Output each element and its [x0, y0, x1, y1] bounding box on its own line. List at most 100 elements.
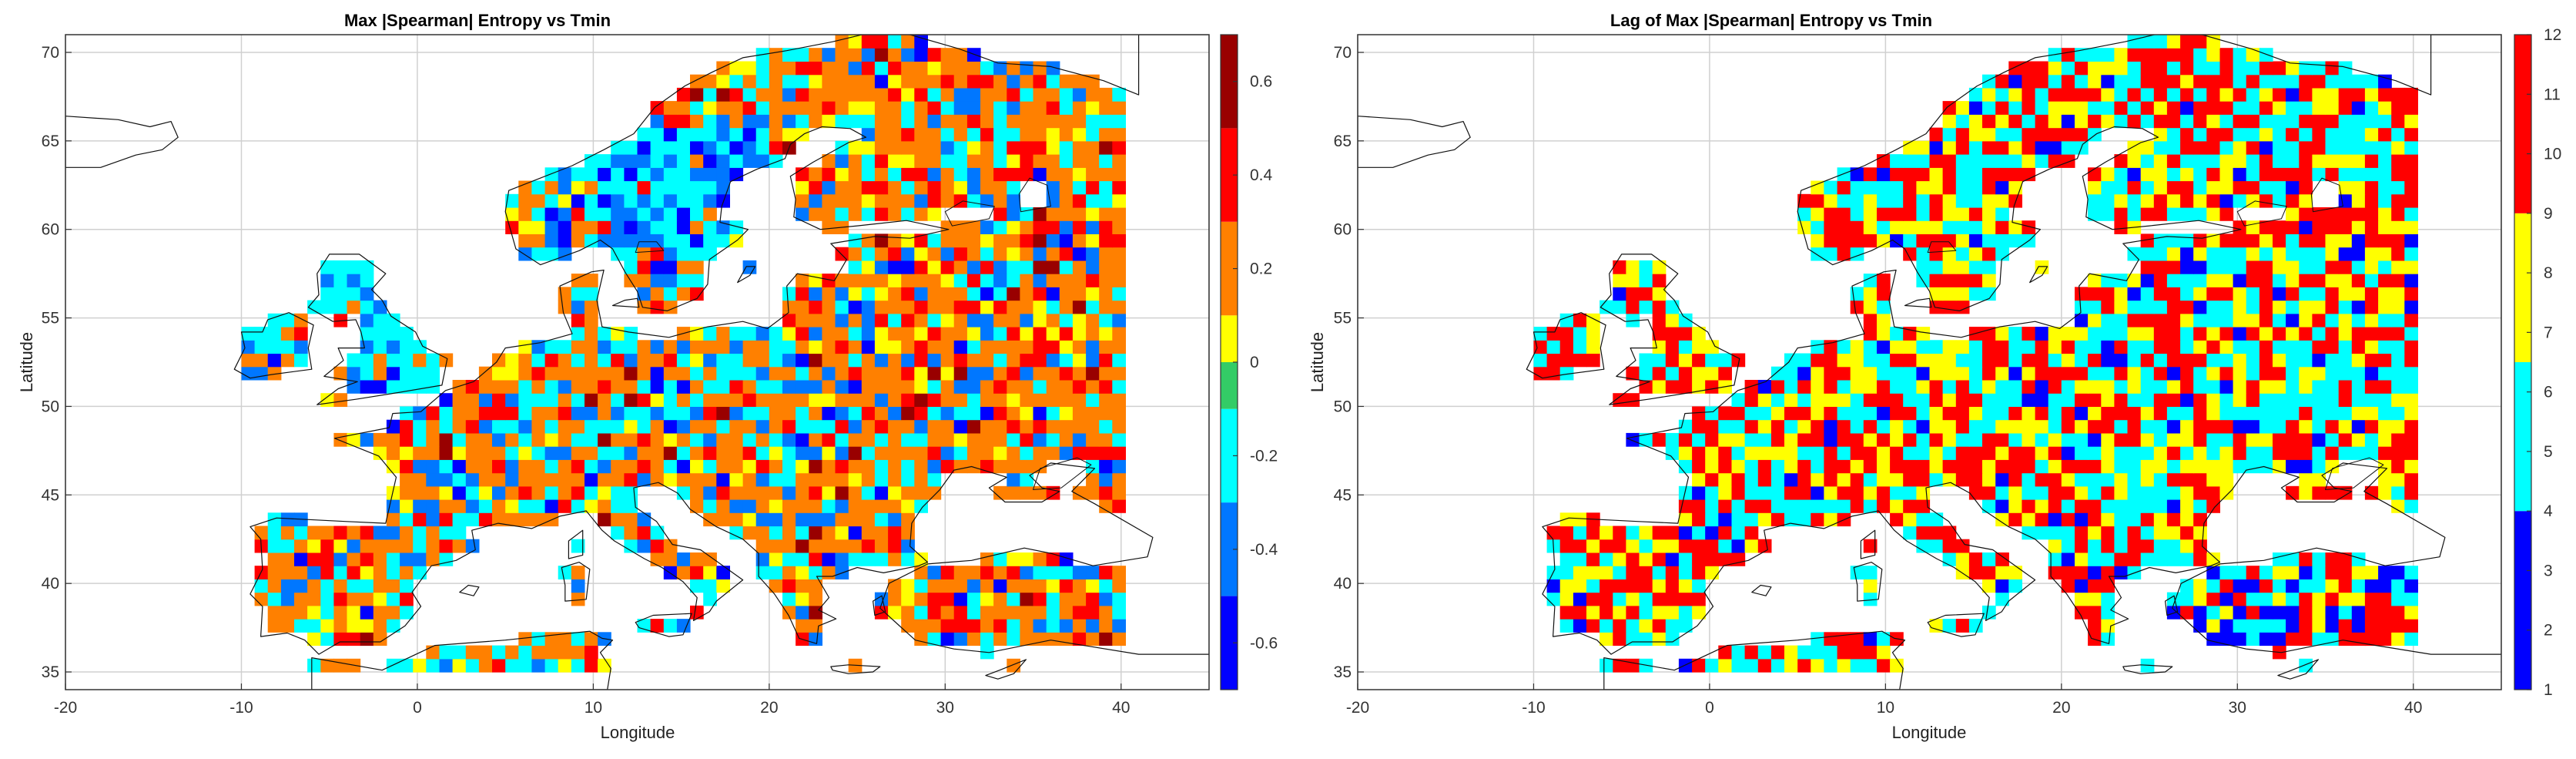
- heatmap-cell: [2206, 340, 2220, 354]
- heatmap-cell: [2193, 380, 2207, 394]
- heatmap-cell: [571, 632, 585, 646]
- heatmap-cell: [1797, 512, 1811, 527]
- heatmap-cell: [690, 393, 704, 407]
- heatmap-cell: [2273, 287, 2286, 301]
- heatmap-cell: [2312, 313, 2326, 327]
- heatmap-cell: [2391, 419, 2405, 434]
- heatmap-cell: [1837, 472, 1851, 487]
- heatmap-cell: [2088, 472, 2102, 487]
- heatmap-cell: [822, 101, 836, 115]
- heatmap-cell: [742, 432, 757, 447]
- heatmap-cell: [2140, 74, 2155, 89]
- heatmap-cell: [2299, 658, 2313, 673]
- heatmap-cell: [1784, 380, 1798, 394]
- heatmap-cell: [2193, 393, 2207, 407]
- heatmap-cell: [1903, 406, 1917, 421]
- heatmap-cell: [1086, 605, 1100, 620]
- heatmap-cell: [874, 380, 889, 394]
- heatmap-cell: [1863, 220, 1878, 234]
- heatmap-cell: [2140, 313, 2155, 327]
- heatmap-cell: [2127, 406, 2142, 421]
- heatmap-cell: [2166, 87, 2181, 102]
- heatmap-cell: [2075, 101, 2089, 115]
- heatmap-cell: [927, 393, 942, 407]
- heatmap-cell: [2180, 274, 2194, 287]
- heatmap-cell: [1665, 340, 1680, 354]
- heatmap-cell: [637, 419, 652, 434]
- heatmap-cell: [320, 566, 334, 579]
- heatmap-cell: [1718, 459, 1732, 474]
- heatmap-cell: [690, 446, 704, 460]
- heatmap-cell: [2035, 353, 2049, 368]
- heatmap-cell: [1837, 167, 1851, 182]
- heatmap-cell: [835, 87, 849, 102]
- heatmap-cell: [1586, 552, 1600, 566]
- heatmap-cell: [1692, 566, 1706, 579]
- heatmap-cell: [650, 446, 665, 460]
- heatmap-cell: [822, 419, 836, 434]
- heatmap-cell: [1086, 579, 1100, 593]
- heatmap-cell: [1692, 327, 1706, 341]
- heatmap-cell: [1678, 446, 1693, 460]
- heatmap-cell: [650, 340, 665, 354]
- heatmap-cell: [571, 340, 585, 354]
- heatmap-cell: [1995, 127, 2009, 142]
- heatmap-cell: [2153, 380, 2168, 394]
- heatmap-cell: [769, 127, 783, 142]
- heatmap-cell: [848, 512, 863, 527]
- heatmap-cell: [769, 432, 783, 447]
- heatmap-cell: [373, 340, 387, 354]
- heatmap-cell: [980, 406, 994, 421]
- heatmap-cell: [1824, 193, 1838, 208]
- heatmap-cell: [1033, 233, 1047, 248]
- heatmap-cell: [2273, 114, 2286, 129]
- heatmap-cell: [373, 552, 387, 566]
- heatmap-cell: [2166, 233, 2181, 248]
- heatmap-cell: [690, 353, 704, 368]
- heatmap-cell: [914, 274, 928, 287]
- heatmap-cell: [1559, 353, 1574, 368]
- heatmap-cell: [2338, 61, 2353, 76]
- heatmap-cell: [663, 552, 678, 566]
- heatmap-cell: [267, 552, 282, 566]
- heatmap-cell: [2286, 114, 2300, 129]
- heatmap-cell: [2022, 472, 2036, 487]
- heatmap-cell: [2286, 446, 2300, 460]
- heatmap-cell: [637, 619, 652, 633]
- heatmap-cell: [835, 446, 849, 460]
- heatmap-cell: [2338, 366, 2353, 381]
- heatmap-cell: [1824, 180, 1838, 195]
- heatmap-cell: [1929, 247, 1944, 261]
- heatmap-cell: [2088, 579, 2102, 593]
- heatmap-cell: [1099, 393, 1113, 407]
- heatmap-cell: [2153, 260, 2168, 274]
- heatmap-cell: [624, 446, 638, 460]
- heatmap-cell: [2206, 140, 2220, 155]
- heatmap-cell: [1797, 193, 1811, 208]
- heatmap-cell: [1573, 539, 1587, 553]
- heatmap-cell: [294, 552, 308, 566]
- heatmap-cell: [1086, 432, 1100, 447]
- heatmap-cell: [1942, 380, 1957, 394]
- heatmap-cell: [624, 406, 638, 421]
- heatmap-cell: [439, 552, 454, 566]
- heatmap-cell: [2048, 393, 2062, 407]
- heatmap-cell: [2286, 592, 2300, 606]
- heatmap-cell: [2101, 193, 2115, 208]
- heatmap-cell: [413, 485, 427, 500]
- heatmap-cell: [848, 193, 863, 208]
- heatmap-cell: [1770, 499, 1785, 513]
- coastline-path: [1603, 630, 1906, 690]
- heatmap-cell: [1850, 207, 1864, 221]
- heatmap-cell: [966, 327, 981, 341]
- heatmap-cell: [2166, 193, 2181, 208]
- heatmap-cell: [280, 526, 295, 540]
- heatmap-cell: [993, 446, 1007, 460]
- heatmap-cell: [914, 61, 928, 76]
- colorbar-bin: [1221, 408, 1238, 503]
- heatmap-cell: [742, 340, 757, 354]
- heatmap-cell: [1995, 327, 2009, 341]
- heatmap-cell: [1877, 300, 1891, 314]
- heatmap-cell: [518, 353, 532, 368]
- heatmap-cell: [2273, 180, 2286, 195]
